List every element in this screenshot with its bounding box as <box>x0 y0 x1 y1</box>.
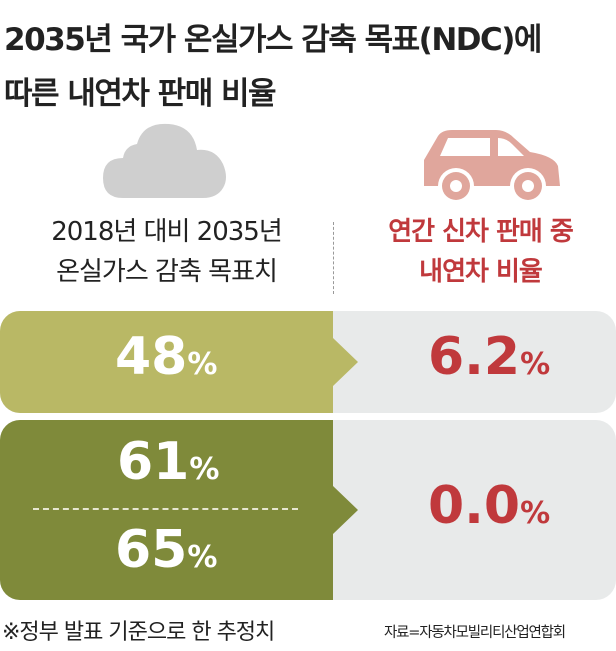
range-divider <box>33 508 298 510</box>
target-value-low: 61% <box>117 432 220 492</box>
source: 자료=자동차모빌리티산업연합회 <box>384 625 566 641</box>
target-value: 48% <box>115 327 218 387</box>
right-label-line-1: 연간 신차 판매 중 <box>388 217 574 247</box>
target-panel <box>0 420 333 600</box>
ice-share-value: 6.2% <box>428 327 551 387</box>
target-value-high: 65% <box>115 520 218 580</box>
title-line-1: 2035년 국가 온실가스 감축 목표(NDC)에 <box>4 22 542 58</box>
target-panel <box>0 311 333 413</box>
right-label-line-2: 내연차 비율 <box>419 257 543 287</box>
title-line-2: 따른 내연차 판매 비율 <box>4 76 277 112</box>
left-label-line-2: 온실가스 감축 목표치 <box>56 257 278 287</box>
left-label-line-1: 2018년 대비 2035년 <box>51 217 283 247</box>
left-column-label: 2018년 대비 2035년 온실가스 감축 목표치 <box>0 212 333 292</box>
pointer-arrow <box>333 486 358 534</box>
ice-share-value: 0.0% <box>428 476 551 536</box>
footnote: ※정부 발표 기준으로 한 추정치 <box>2 620 275 645</box>
row-2035-target-61-65: 61% 65% 0.0% <box>0 420 616 600</box>
column-divider <box>333 222 334 294</box>
row-2035-target-48: 48% 6.2% <box>0 311 616 413</box>
cloud-icon <box>103 123 226 198</box>
car-icon <box>424 130 560 204</box>
pointer-arrow <box>333 338 358 386</box>
right-column-label: 연간 신차 판매 중 내연차 비율 <box>345 212 616 292</box>
